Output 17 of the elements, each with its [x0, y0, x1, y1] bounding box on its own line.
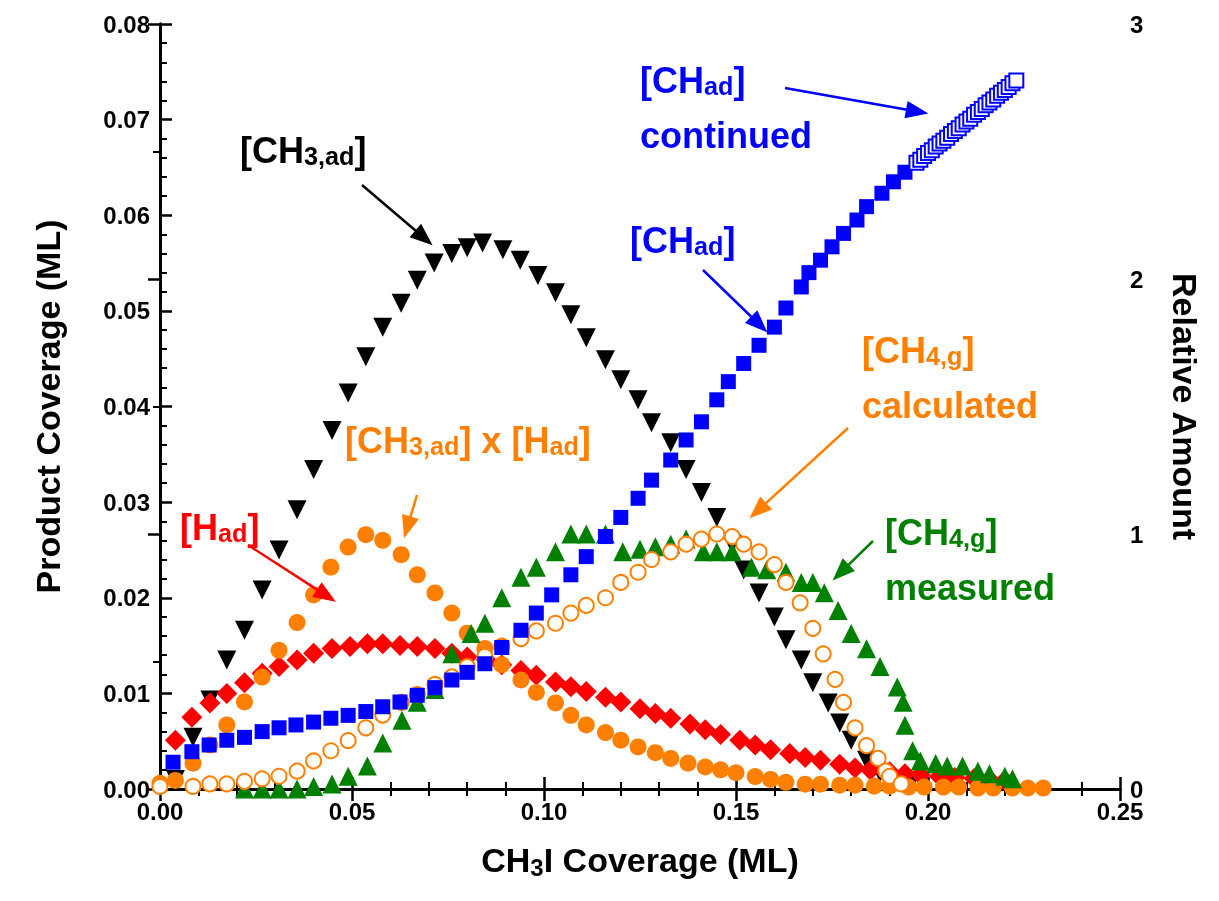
y2-tick-label: 3 [1130, 10, 1144, 38]
y-tick-label: 0.04 [103, 393, 151, 420]
y-tick-label: 0.01 [103, 679, 150, 707]
y2-axis-title: Relative Amount [1166, 272, 1204, 541]
x-tick-label: 0.10 [520, 797, 568, 825]
y2-tick-label: 1 [1130, 520, 1144, 548]
x-tick-label: 0.20 [904, 797, 952, 825]
y-tick-label: 0.03 [103, 488, 150, 516]
y-tick-label: 0.06 [103, 201, 150, 229]
x-tick-label: 0.05 [328, 797, 376, 825]
x-tick-label: 0.15 [712, 797, 760, 825]
y2-tick-label: 2 [1130, 265, 1144, 293]
y-tick-label: 0.07 [103, 106, 150, 134]
y-tick-label: 0.08 [103, 10, 150, 38]
y-axis-title: Product Coverage (ML) [29, 219, 67, 594]
y-tick-label: 0.02 [103, 584, 150, 612]
y-tick-label: 0.05 [103, 297, 150, 325]
